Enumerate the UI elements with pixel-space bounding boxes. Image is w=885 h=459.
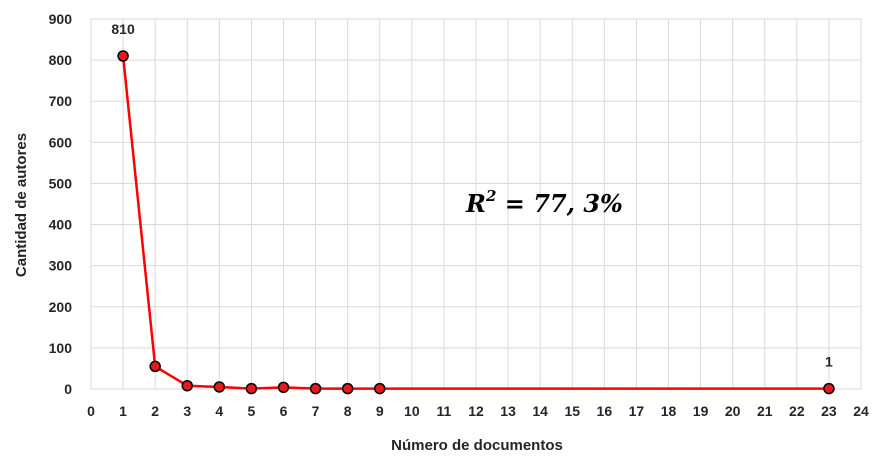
- y-tick-label: 800: [49, 52, 73, 68]
- x-tick-label: 18: [661, 403, 677, 419]
- series-line: [121, 55, 829, 390]
- x-tick-label: 13: [500, 403, 516, 419]
- r-squared-base: R: [465, 189, 486, 218]
- data-label: 1: [825, 354, 833, 370]
- x-tick-label: 21: [757, 403, 773, 419]
- y-tick-label: 300: [49, 258, 73, 274]
- data-point: [149, 360, 161, 373]
- x-tick-label: 2: [151, 403, 159, 419]
- x-tick-label: 15: [564, 403, 580, 419]
- x-tick-label: 16: [597, 403, 613, 419]
- y-tick-label: 0: [64, 381, 72, 397]
- data-point: [823, 382, 835, 395]
- data-point: [341, 382, 354, 395]
- data-point: [213, 381, 226, 393]
- x-tick-label: 19: [693, 403, 709, 419]
- y-tick-label: 900: [49, 11, 73, 27]
- x-tick-label: 3: [183, 403, 191, 419]
- r-squared-value: = 77, 3%: [496, 189, 622, 218]
- data-label: 810: [111, 21, 135, 37]
- series-group: [117, 50, 835, 395]
- data-point: [181, 379, 193, 392]
- x-tick-label: 0: [87, 403, 95, 419]
- x-tick-label: 1: [119, 403, 127, 419]
- x-tick-label: 17: [629, 403, 645, 419]
- y-tick-labels: 0 100 200 300 400 500 600 700 800 900: [49, 11, 73, 397]
- x-tick-label: 24: [853, 403, 869, 419]
- x-tick-labels: 0 1 2 3 4 5 6 7 8 9 10 11 12 13 14 15 16 17 18 19 20 21 22 23 24: [87, 403, 869, 419]
- x-tick-label: 12: [468, 403, 484, 419]
- y-tick-label: 700: [49, 93, 73, 109]
- x-tick-label: 4: [215, 403, 223, 419]
- y-tick-label: 600: [49, 134, 73, 150]
- x-axis-title: Número de documentos: [391, 437, 563, 454]
- y-tick-label: 100: [49, 340, 73, 356]
- y-tick-label: 200: [49, 299, 73, 315]
- y-tick-label: 400: [49, 217, 73, 233]
- data-labels: 810 1: [111, 21, 833, 370]
- x-tick-label: 5: [248, 403, 256, 419]
- data-point: [309, 382, 322, 395]
- x-tick-label: 11: [437, 403, 452, 419]
- r-squared-annotation: R2 = 77, 3%: [465, 187, 623, 218]
- x-tick-label: 9: [376, 403, 384, 419]
- data-point: [117, 50, 129, 62]
- x-tick-label: 23: [821, 403, 837, 419]
- grid-lines: [90, 18, 862, 390]
- data-point: [277, 381, 290, 394]
- x-tick-label: 7: [312, 403, 320, 419]
- x-tick-label: 6: [280, 403, 288, 419]
- x-tick-label: 20: [725, 403, 741, 419]
- y-axis-title: Cantidad de autores: [13, 133, 30, 277]
- x-tick-label: 14: [532, 403, 548, 419]
- r-squared-exponent: 2: [485, 187, 496, 205]
- data-point: [245, 382, 258, 395]
- x-tick-label: 22: [789, 403, 805, 419]
- y-tick-label: 500: [49, 175, 73, 191]
- x-tick-label: 8: [344, 403, 352, 419]
- x-tick-label: 10: [404, 403, 420, 419]
- data-point: [374, 382, 386, 395]
